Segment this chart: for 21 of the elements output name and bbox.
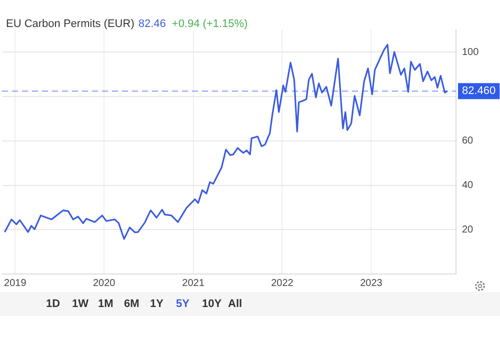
text: 1Y (150, 298, 164, 310)
x-tick-label: 2021 (182, 278, 205, 289)
text: 5Y (176, 298, 190, 310)
text: 10Y (202, 298, 222, 310)
annotation: 82.46 (138, 18, 166, 30)
x-tick-label: 2020 (92, 278, 116, 289)
text: 1M (98, 298, 114, 310)
x-tick-label: 2022 (271, 278, 294, 289)
y-tick-label: 60 (462, 136, 474, 147)
text: 6M (124, 298, 140, 310)
y-tick-label: 100 (462, 46, 480, 58)
chart-title: EU Carbon Permits (EUR) (6, 18, 134, 30)
ref-line-label: 82.460 (462, 85, 496, 98)
y-tick-label: 20 (462, 224, 474, 236)
text: All (228, 298, 242, 310)
x-tick-label: 2023 (360, 278, 383, 289)
x-tick-label: 2019 (4, 278, 27, 289)
text: 1W (72, 298, 88, 310)
annotation: +0.94 (+1.15%) (172, 18, 248, 30)
text: 1D (46, 298, 60, 310)
y-tick-label: 40 (462, 180, 474, 192)
